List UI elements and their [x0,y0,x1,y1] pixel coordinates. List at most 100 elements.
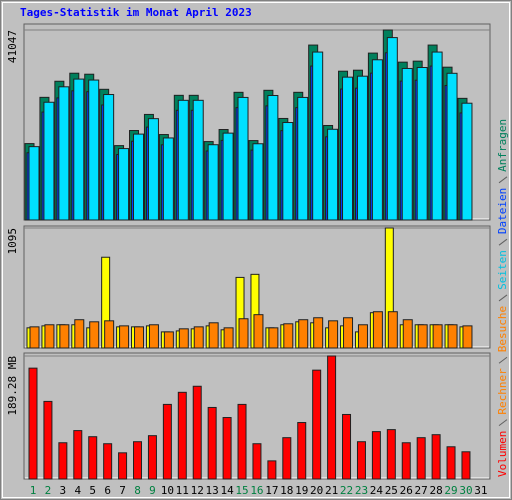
bar [192,99,204,221]
bar [89,321,100,349]
bar [401,442,411,480]
x-tick-label: 8 [134,484,141,497]
legend-separator [498,176,508,184]
bar [312,51,324,221]
bar [192,385,202,480]
y-tick-label: 189.28 MB [6,356,19,416]
bar [461,102,473,221]
bar [133,133,145,221]
legend-separator [498,356,508,364]
x-tick-label: 26 [400,484,413,497]
bar [462,325,473,349]
x-tick-label: 29 [444,484,457,497]
bar [73,430,83,480]
bar [104,320,115,349]
bar [43,101,55,221]
x-tick-label: 6 [104,484,111,497]
bar [58,86,70,221]
x-tick-label: 16 [250,484,263,497]
bar [133,441,143,480]
bar [431,51,443,221]
bar [177,391,187,480]
x-tick-label: 7 [119,484,126,497]
bar [103,443,113,480]
bar [402,319,413,349]
bar [328,320,339,349]
bar [297,96,309,221]
bar [371,431,381,480]
legend-separator [498,238,508,246]
bar [342,413,352,480]
bar [313,317,324,349]
bar [356,75,368,221]
bar [207,144,219,221]
bar [208,322,219,349]
bar [88,79,100,221]
x-tick-label: 5 [89,484,96,497]
x-tick-label: 30 [459,484,472,497]
bar [282,122,294,221]
x-tick-label: 4 [74,484,81,497]
chart-title: Tages-Statistik im Monat April 2023 [20,6,252,19]
bar [59,324,70,349]
x-tick-label: 31 [474,484,487,497]
bar [417,324,428,349]
bar [461,451,471,480]
bar [237,403,247,480]
x-tick-label: 23 [355,484,368,497]
bar [163,331,174,349]
bar [29,326,40,349]
x-tick-label: 18 [280,484,293,497]
y-tick-label: 1095 [6,228,19,255]
bar [416,67,428,221]
bar [253,314,264,349]
x-tick-label: 12 [191,484,204,497]
bar [387,311,398,349]
bar [147,118,159,221]
bar [238,318,249,349]
x-tick-label: 10 [161,484,174,497]
bar [148,324,159,349]
bar [88,436,98,480]
bar [43,400,53,480]
bar [401,67,413,221]
x-tick-label: 19 [295,484,308,497]
bar [252,143,264,221]
bar [119,325,130,349]
bar [283,323,294,349]
bar [118,148,130,221]
bar [267,460,277,480]
x-tick-label: 3 [60,484,67,497]
bar [237,96,249,221]
bar [267,94,279,221]
bar [312,369,322,480]
x-tick-label: 17 [265,484,278,497]
bar [343,317,354,349]
bar [28,367,38,480]
x-tick-label: 2 [45,484,52,497]
bar [162,403,172,480]
bar [73,78,85,221]
bar [446,72,458,221]
bar [222,132,234,221]
bar [223,327,234,349]
legend-entry: Volumen [496,431,509,477]
legend-entry: Dateien [496,188,509,234]
bar [357,324,368,349]
x-tick-label: 1 [30,484,37,497]
x-tick-label: 21 [325,484,338,497]
bar [386,37,398,221]
x-tick-label: 9 [149,484,156,497]
x-tick-label: 11 [176,484,189,497]
x-tick-label: 25 [385,484,398,497]
y-tick-label: 41047 [6,30,19,63]
bar [193,326,204,349]
x-tick-label: 22 [340,484,353,497]
x-tick-label: 24 [370,484,384,497]
bar [282,437,292,480]
bar [327,355,337,480]
bar [147,435,157,480]
